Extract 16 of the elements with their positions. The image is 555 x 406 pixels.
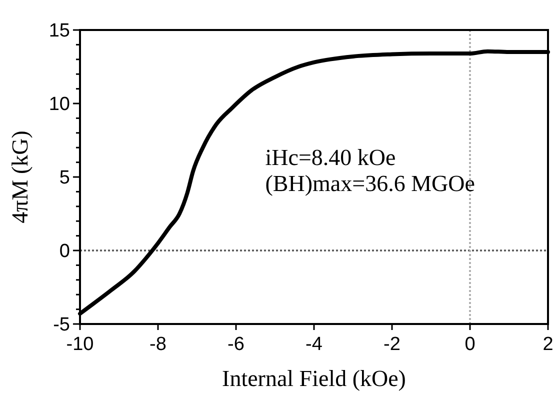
- y-tick-label: 10: [48, 94, 70, 116]
- x-tick-label: 2: [542, 334, 554, 355]
- x-axis-title: Internal Field (kOe): [222, 366, 406, 391]
- annotation: iHc=8.40 kOe: [265, 145, 396, 170]
- y-axis-title: 4πM (kG): [7, 130, 32, 224]
- annotation: (BH)max=36.6 MGOe: [265, 171, 475, 196]
- x-tick-label: -8: [150, 334, 166, 355]
- y-tick-label: 15: [48, 20, 70, 42]
- x-tick-label: -6: [228, 334, 244, 355]
- x-tick-label: -2: [384, 334, 400, 355]
- x-tick-label: -4: [306, 334, 323, 355]
- y-tick-label: 5: [59, 168, 70, 189]
- x-tick-label: -10: [66, 334, 94, 355]
- y-tick-label: -5: [53, 314, 70, 336]
- y-tick-label: 0: [59, 241, 70, 262]
- x-tick-label: 0: [464, 334, 476, 355]
